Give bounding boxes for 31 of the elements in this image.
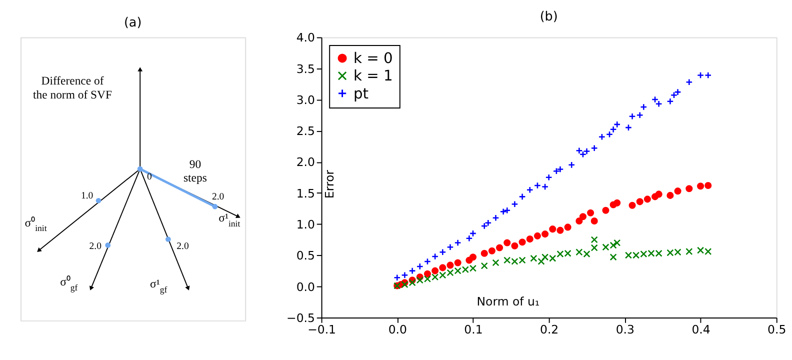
legend-label: k = 0 xyxy=(354,50,393,68)
legend-label: k = 1 xyxy=(354,68,393,85)
y-tick-label: 1.5 xyxy=(296,186,315,200)
text: 0 xyxy=(147,172,152,183)
y-tick-label: 2.0 xyxy=(296,155,315,170)
text: 1.0 xyxy=(80,190,94,202)
x-tick-label: 0.2 xyxy=(540,322,559,337)
x-axis-title: Norm of u₁ xyxy=(476,294,540,308)
text: (a) xyxy=(124,14,142,30)
y-axis-title: Error xyxy=(322,170,336,198)
x-tick-label: 0.1 xyxy=(464,322,483,337)
text: 2.0 xyxy=(89,241,102,252)
x-tick-label: 0.5 xyxy=(768,322,786,337)
y-tick-label: 0.0 xyxy=(296,280,315,294)
text: 90 steps xyxy=(183,158,208,185)
y-tick-label: 1.0 xyxy=(296,217,315,232)
legend-label: pt xyxy=(354,85,369,102)
y-tick-label: 3.5 xyxy=(296,62,315,76)
text: 2.0 xyxy=(212,192,224,203)
y-tick-label: 4.0 xyxy=(296,30,315,45)
x-tick-label: 0.0 xyxy=(388,322,407,337)
x-tick-label: 0.4 xyxy=(692,322,710,337)
chart-title: (b) xyxy=(540,8,558,24)
y-tick-label: 2.5 xyxy=(296,124,315,138)
y-tick-label: 0.5 xyxy=(296,248,315,263)
y-tick-label: −0.5 xyxy=(286,310,315,325)
text: Difference of the norm of SVF xyxy=(33,74,112,102)
text: 2.0 xyxy=(176,241,189,252)
x-tick-label: 0.3 xyxy=(616,322,634,337)
x-tick-label: −0.1 xyxy=(308,322,336,337)
y-tick-label: 3.0 xyxy=(296,92,315,107)
